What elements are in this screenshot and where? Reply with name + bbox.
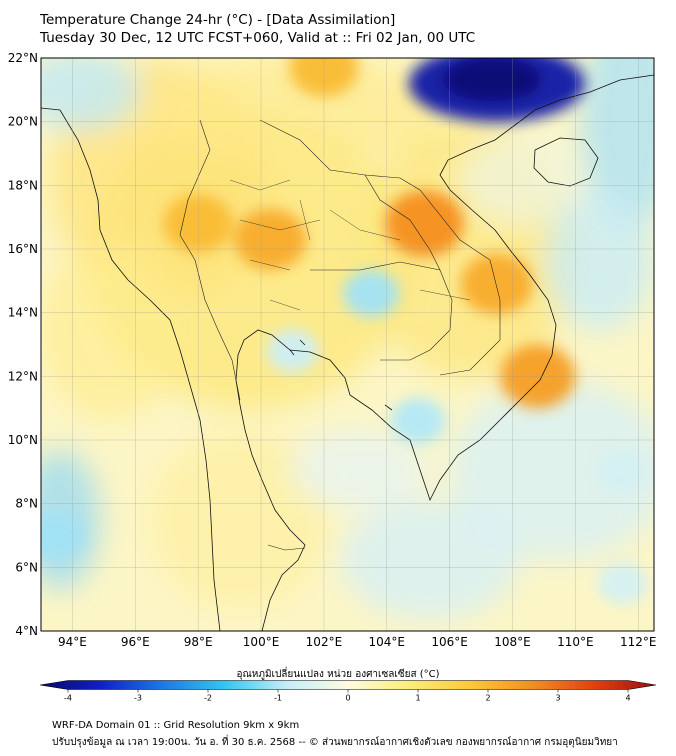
- longitude-tick-label: 100°E: [243, 635, 280, 649]
- border-laos: [259, 119, 441, 271]
- longitude-tick-label: 104°E: [369, 635, 406, 649]
- coastline-gulf-islands: [289, 339, 393, 411]
- latitude-tick-label: 14°N: [8, 306, 38, 320]
- border-layer: [179, 119, 501, 551]
- border-province-lines: [229, 179, 471, 311]
- latitude-tick-label: 6°N: [15, 560, 38, 574]
- warm-anomaly-1: [234, 208, 307, 271]
- graticule: [41, 57, 654, 632]
- longitude-tick-label: 108°E: [494, 635, 531, 649]
- cold-anomaly-11: [597, 450, 648, 493]
- colorbar-tick-label: -1: [274, 694, 282, 703]
- longitude-tick-label: 98°E: [184, 635, 213, 649]
- colorbar-tick-label: -4: [64, 694, 72, 703]
- coastline-layer: [41, 74, 654, 631]
- longitude-tick-label: 112°E: [620, 635, 657, 649]
- colorbar-tick-label: 2: [485, 694, 490, 703]
- longitude-tick-label: 94°E: [58, 635, 87, 649]
- latitude-tick-label: 10°N: [8, 433, 38, 447]
- cold-anomaly-8: [266, 329, 319, 373]
- cold-anomaly-core: [442, 58, 542, 102]
- coastline-peninsula: [235, 74, 654, 631]
- colorbar-tick-label: 1: [415, 694, 420, 703]
- latitude-labels: 4°N 6°N 8°N 10°N 12°N 14°N 16°N 18°N 20°N 22°N: [8, 51, 38, 638]
- warm-anomaly-0: [385, 190, 464, 257]
- cold-anomaly-10: [41, 511, 85, 560]
- border-malaysia: [267, 544, 306, 551]
- map-subtitle: Tuesday 30 Dec, 12 UTC FCST+060, Valid a…: [40, 30, 476, 46]
- border-myanmar-thailand: [179, 119, 241, 401]
- border-cambodia: [310, 261, 453, 361]
- colorbar-tick-label: 0: [345, 694, 350, 703]
- latitude-tick-label: 4°N: [15, 624, 38, 638]
- colorbar-tick-label: 4: [625, 694, 630, 703]
- coastline-hainan: [533, 137, 599, 187]
- temperature-map: 4°N 6°N 8°N 10°N 12°N 14°N 16°N 18°N 20°N 22°N 94…: [8, 51, 657, 703]
- colorbar-ticks: -4 -3 -2 -1 0 1 2 3 4: [64, 689, 631, 703]
- colorbar-tick-label: -3: [134, 694, 142, 703]
- longitude-tick-label: 102°E: [306, 635, 343, 649]
- colorbar: -4 -3 -2 -1 0 1 2 3 4: [39, 680, 657, 703]
- colorbar-label: อุณหภูมิเปลี่ยนแปลง หน่วย องศาเซลเซียส (…: [236, 669, 440, 680]
- longitude-labels: 94°E 96°E 98°E 100°E 102°E 104°E 106°E 108°E 110…: [58, 635, 657, 649]
- map-frame: [40, 57, 655, 632]
- longitude-tick-label: 106°E: [431, 635, 468, 649]
- latitude-tick-label: 16°N: [8, 242, 38, 256]
- footer-model-info: WRF-DA Domain 01 :: Grid Resolution 9km …: [52, 720, 300, 731]
- latitude-tick-label: 22°N: [8, 51, 38, 65]
- warm-anomaly-4: [460, 253, 533, 315]
- colorbar-tick-label: 3: [555, 694, 560, 703]
- border-vietnam: [364, 174, 501, 376]
- coastline-mainland: [41, 107, 221, 631]
- footer-credit: ปรับปรุงข้อมูล ณ เวลา 19:00น. วัน อ. ที่…: [52, 737, 618, 748]
- latitude-tick-label: 18°N: [8, 178, 38, 192]
- latitude-tick-label: 8°N: [15, 497, 38, 511]
- cold-anomaly-7: [343, 269, 400, 318]
- longitude-tick-label: 110°E: [557, 635, 594, 649]
- longitude-tick-label: 96°E: [121, 635, 150, 649]
- map-title: Temperature Change 24-hr (°C) - [Data As…: [40, 12, 396, 28]
- cold-anomaly-9: [391, 397, 446, 445]
- latitude-tick-label: 12°N: [8, 369, 38, 383]
- latitude-tick-label: 20°N: [8, 115, 38, 129]
- colorbar-tick-label: -2: [204, 694, 212, 703]
- temperature-field: [41, 58, 654, 631]
- cold-anomaly-12: [597, 562, 648, 605]
